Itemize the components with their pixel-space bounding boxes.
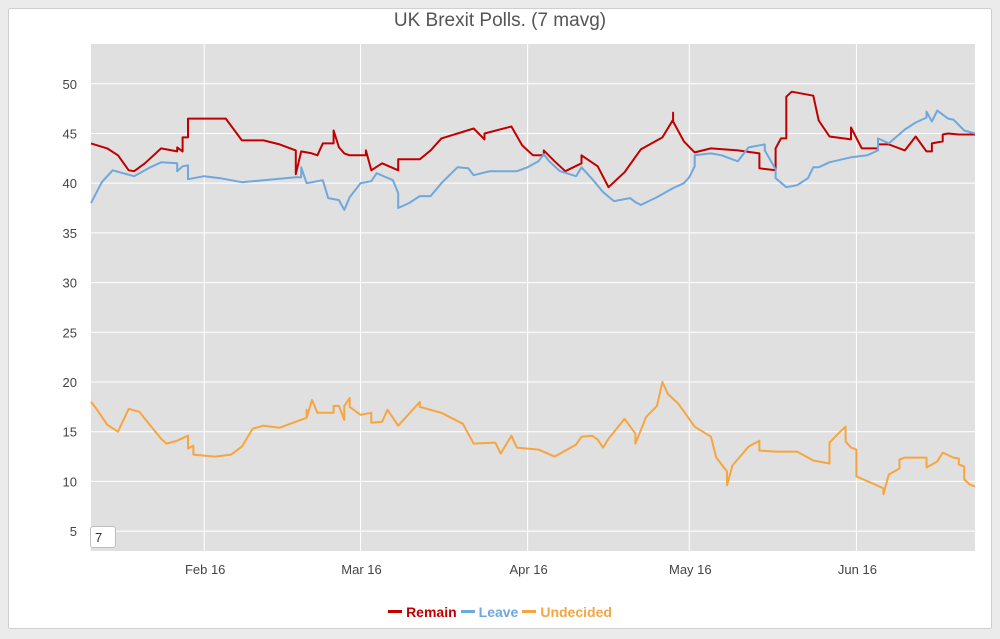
y-tick-label: 10	[63, 474, 77, 489]
y-tick-label: 30	[63, 276, 77, 291]
legend-label: Leave	[478, 603, 519, 620]
y-axis: 5 10 15 20 25 30 35 40 45 50	[63, 77, 77, 539]
x-tick-label: Mar 16	[341, 562, 381, 577]
y-tick-label: 15	[63, 425, 77, 440]
chart-title: UK Brexit Polls. (7 mavg)	[393, 10, 607, 31]
series-line-leave	[90, 109, 976, 211]
x-tick-label: Jun 16	[838, 562, 877, 577]
grid	[91, 44, 975, 551]
legend-swatch	[460, 610, 475, 613]
y-tick-label: 45	[63, 126, 77, 141]
legend-item-undecided[interactable]: Undecided	[522, 604, 612, 620]
x-tick-label: Apr 16	[509, 562, 547, 577]
x-axis: Feb 16 Mar 16 Apr 16 May 16 Jun 16	[185, 562, 877, 577]
chart-legend: Remain Leave Undecided	[0, 600, 1000, 620]
legend-swatch	[522, 610, 537, 613]
legend-label: Undecided	[540, 603, 612, 620]
x-tick-label: Feb 16	[185, 562, 225, 577]
y-tick-label: 5	[70, 524, 77, 539]
y-tick-label: 40	[63, 176, 77, 191]
plot-area	[91, 44, 975, 551]
moving-average-input[interactable]	[90, 526, 116, 548]
y-tick-label: 20	[63, 375, 77, 390]
legend-label: Remain	[406, 603, 457, 620]
legend-item-leave[interactable]: Leave	[460, 603, 519, 620]
y-tick-label: 35	[63, 226, 77, 241]
series-line-undecided	[90, 381, 976, 496]
series-line-remain	[90, 90, 975, 189]
y-tick-label: 50	[63, 77, 77, 92]
legend-item-remain[interactable]: Remain	[388, 604, 457, 620]
y-tick-label: 25	[63, 325, 77, 340]
legend-swatch	[388, 610, 403, 613]
series-lines	[90, 90, 976, 496]
x-tick-label: May 16	[669, 562, 712, 577]
